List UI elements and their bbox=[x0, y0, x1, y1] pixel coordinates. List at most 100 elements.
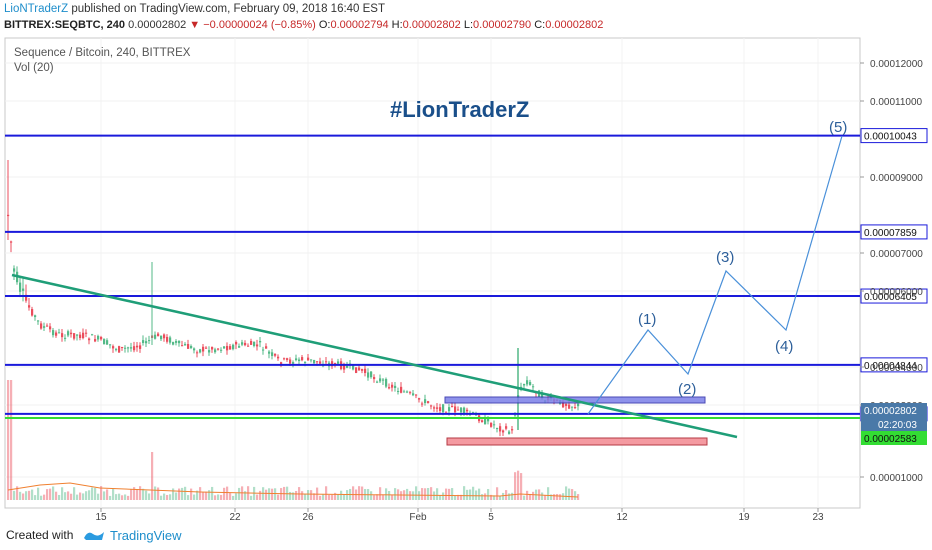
candle-body bbox=[457, 409, 460, 411]
volume-bar bbox=[394, 488, 397, 500]
candle-body bbox=[67, 331, 70, 336]
candle-body bbox=[370, 371, 373, 378]
volume-bar bbox=[28, 490, 31, 500]
price-tick-label: 0.00001000 bbox=[870, 473, 923, 484]
candle-body bbox=[100, 337, 103, 340]
volume-ma-line bbox=[7, 482, 579, 498]
volume-bar bbox=[181, 487, 184, 500]
candle-body bbox=[289, 359, 292, 364]
volume-bar bbox=[139, 486, 142, 500]
volume-bar bbox=[310, 490, 313, 500]
volume-bar bbox=[511, 492, 514, 500]
volume-bar bbox=[199, 487, 202, 500]
volume-bar bbox=[442, 492, 445, 500]
candle-body bbox=[55, 332, 58, 336]
footer: Created with TradingView bbox=[0, 520, 932, 550]
candle-body bbox=[160, 335, 163, 340]
volume-bar bbox=[103, 491, 106, 500]
price-tag bbox=[861, 403, 927, 417]
candle-body bbox=[223, 346, 226, 349]
downtrend-line[interactable] bbox=[11, 273, 738, 439]
change-value: −0.00000024 (−0.85%) bbox=[203, 19, 316, 31]
candle-body bbox=[574, 407, 577, 409]
close-label: C: bbox=[534, 19, 546, 31]
volume-bar bbox=[352, 486, 355, 500]
volume-bar bbox=[52, 486, 55, 500]
candle-body bbox=[274, 353, 277, 356]
volume-bar bbox=[289, 491, 292, 500]
volume-bar bbox=[7, 380, 10, 500]
volume-bar bbox=[76, 494, 79, 500]
support-box[interactable] bbox=[446, 437, 708, 446]
candle-body bbox=[526, 380, 529, 385]
candle-body bbox=[13, 268, 16, 272]
volume-bar bbox=[400, 491, 403, 500]
candle-body bbox=[502, 430, 505, 433]
author-link[interactable]: LioNTraderZ bbox=[4, 3, 69, 15]
price-tag-label: 0.00002583 bbox=[864, 434, 917, 445]
candle-body bbox=[79, 334, 82, 338]
candle-body bbox=[331, 361, 334, 367]
volume-bar bbox=[292, 492, 295, 500]
volume-bar bbox=[340, 490, 343, 500]
volume-bar bbox=[175, 492, 178, 500]
candle-body bbox=[166, 336, 169, 342]
candle-body bbox=[346, 365, 349, 368]
low-label: L: bbox=[463, 19, 474, 31]
price-tag bbox=[861, 417, 927, 431]
volume-bar bbox=[373, 495, 376, 500]
tradingview-logo-icon[interactable] bbox=[82, 526, 106, 544]
candle-body bbox=[76, 334, 79, 336]
volume-bar bbox=[541, 492, 544, 500]
candle-body bbox=[499, 426, 502, 432]
volume-bar bbox=[556, 493, 559, 500]
volume-bar bbox=[271, 488, 274, 500]
tradingview-brand[interactable]: TradingView bbox=[110, 528, 182, 543]
volume-bar bbox=[532, 491, 535, 500]
candle-body bbox=[142, 340, 145, 344]
candle-body bbox=[136, 345, 139, 348]
candle-body bbox=[37, 320, 40, 322]
candle-body bbox=[352, 364, 355, 370]
level-tag bbox=[860, 224, 928, 240]
price-chart[interactable]: Sequence / Bitcoin, 240, BITTREX Vol (20… bbox=[0, 0, 932, 520]
close-value: 0.00002802 bbox=[545, 19, 604, 31]
volume-bar bbox=[208, 490, 211, 500]
time-tick-label: 19 bbox=[738, 512, 750, 520]
high-value: 0.00002802 bbox=[402, 19, 461, 31]
volume-bar bbox=[337, 494, 340, 500]
candle-body bbox=[388, 387, 391, 389]
candle-body bbox=[127, 347, 130, 349]
candle-body bbox=[115, 349, 118, 351]
volume-bar bbox=[16, 486, 19, 500]
volume-bar bbox=[124, 494, 127, 500]
volume-bar bbox=[187, 495, 190, 500]
volume-bar bbox=[112, 488, 115, 500]
candle-body bbox=[91, 334, 94, 336]
candle-body bbox=[64, 337, 67, 339]
ohlc-line: BITTREX:SEQBTC, 240 0.00002802 ▼ −0.0000… bbox=[4, 19, 603, 31]
volume-bar bbox=[250, 495, 253, 500]
candle-body bbox=[181, 345, 184, 347]
volume-bar bbox=[25, 491, 28, 500]
volume-bar bbox=[67, 491, 70, 500]
candle-body bbox=[403, 391, 406, 393]
candle-body bbox=[256, 344, 259, 347]
candle-body bbox=[277, 356, 280, 359]
candle-body bbox=[415, 394, 418, 396]
pane-title: Sequence / Bitcoin, 240, BITTREX bbox=[14, 47, 191, 59]
volume-bar bbox=[547, 487, 550, 500]
candle-body bbox=[178, 340, 181, 344]
candle-body bbox=[421, 403, 424, 405]
price-tick-label: 0.00011000 bbox=[870, 97, 923, 108]
volume-bar bbox=[478, 488, 481, 500]
candle-body bbox=[427, 401, 430, 404]
volume-bar bbox=[577, 494, 580, 500]
volume-bar bbox=[319, 495, 322, 500]
elliott-projection-path[interactable] bbox=[587, 135, 843, 415]
volume-bar bbox=[472, 486, 475, 500]
candle-body bbox=[409, 392, 412, 394]
volume-bar bbox=[40, 495, 43, 500]
volume-bar bbox=[115, 494, 118, 500]
candle-body bbox=[253, 341, 256, 346]
